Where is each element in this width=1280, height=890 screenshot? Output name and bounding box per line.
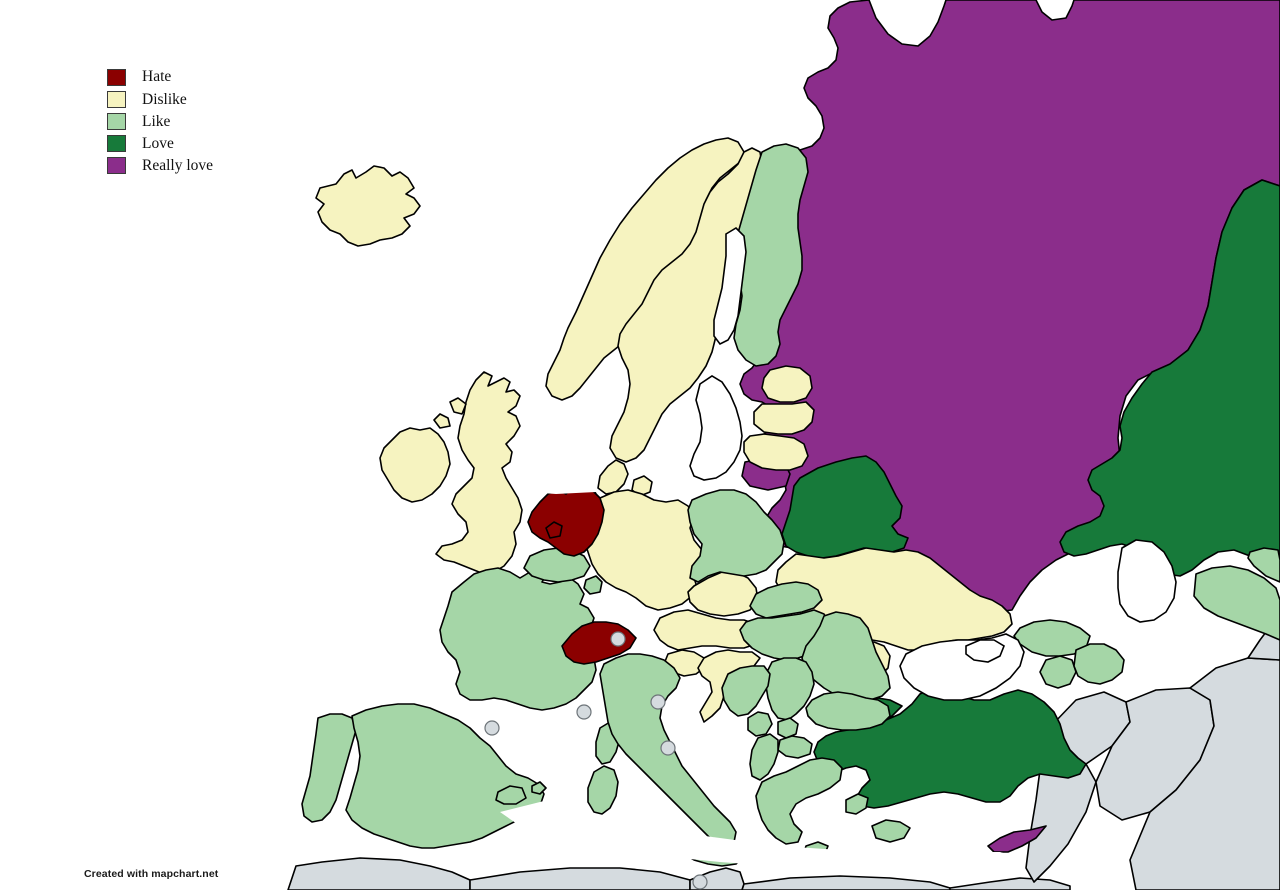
country-montenegro (747, 711, 773, 737)
country-cyprus (987, 825, 1047, 853)
country-azerbaijan (1073, 643, 1125, 685)
country-kazakhstan (1059, 179, 1280, 577)
mediterranean-sea (500, 800, 1020, 874)
country-bosnia (721, 665, 771, 717)
dislike-group (315, 137, 1013, 723)
country-latvia (753, 401, 815, 435)
legend-swatch-hate (107, 68, 126, 86)
legend-swatch-love (107, 135, 126, 153)
legend-swatch-dislike (107, 90, 126, 108)
country-germany (579, 489, 703, 611)
legend-item-love[interactable]: Love (107, 133, 213, 155)
legend-item-dislike[interactable]: Dislike (107, 88, 213, 110)
sea-of-azov (965, 639, 1005, 663)
baltic-sea (689, 375, 743, 481)
marker-andorra (484, 720, 500, 736)
like-group (301, 143, 1280, 867)
no-data-group (287, 619, 1280, 890)
country-north-macedonia (777, 735, 813, 759)
country-bulgaria (805, 691, 891, 731)
country-armenia (1039, 655, 1077, 689)
legend-label-like: Like (142, 112, 171, 130)
marker-san-marino (650, 694, 666, 710)
legend-swatch-really-love (107, 157, 126, 175)
country-kosovo (777, 717, 799, 739)
country-albania (749, 733, 779, 781)
country-sardinia (587, 765, 619, 815)
country-belarus (781, 455, 909, 559)
legend-swatch-like (107, 112, 126, 130)
country-slovakia (749, 581, 823, 619)
country-egypt (949, 877, 1071, 890)
gulf-of-bothnia (713, 226, 747, 346)
country-balearics (495, 781, 547, 805)
marker-malta (692, 874, 708, 890)
country-spain (345, 703, 545, 849)
marker-vatican-city (660, 740, 676, 756)
country-turkmenistan (1193, 565, 1280, 641)
country-greece (755, 757, 911, 859)
country-estonia (761, 365, 813, 403)
north-sea (524, 466, 596, 494)
country-uzbekistan (1247, 547, 1280, 583)
legend-label-dislike: Dislike (142, 90, 187, 108)
country-libya (741, 875, 951, 890)
attribution-text: Created with mapchart.net (84, 868, 219, 880)
country-algeria (469, 867, 691, 890)
country-ireland (379, 427, 451, 503)
legend-item-really-love[interactable]: Really love (107, 155, 213, 177)
country-luxembourg (583, 575, 603, 595)
legend-label-hate: Hate (142, 68, 172, 86)
country-iceland (315, 165, 421, 247)
caspian-sea (1117, 539, 1177, 623)
country-poland (687, 489, 785, 583)
country-serbia (765, 657, 815, 721)
marker-liechtenstein (610, 631, 626, 647)
country-united-kingdom (433, 371, 523, 575)
legend-item-like[interactable]: Like (107, 110, 213, 132)
legend-item-hate[interactable]: Hate (107, 66, 213, 88)
country-lithuania (743, 433, 809, 471)
legend-label-love: Love (142, 134, 174, 152)
marker-monaco (576, 704, 592, 720)
legend-label-really-love: Really love (142, 157, 214, 175)
map-legend: Hate Dislike Like Love Really love (107, 66, 213, 177)
country-morocco (287, 857, 471, 890)
ocean-overdraw-group (500, 226, 1177, 874)
microstate-markers-group (484, 631, 708, 890)
